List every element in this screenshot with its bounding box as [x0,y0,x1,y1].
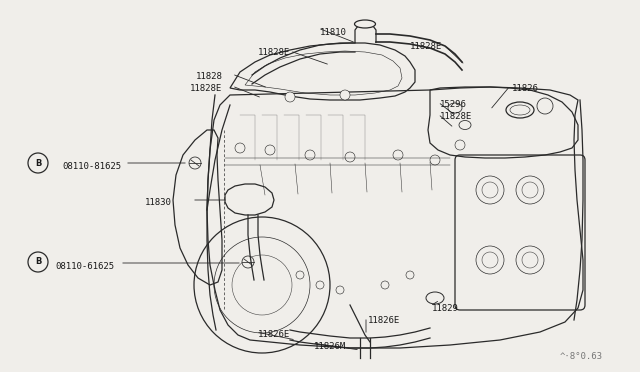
Text: 11829: 11829 [432,304,459,313]
Circle shape [305,150,315,160]
Circle shape [340,90,350,100]
Text: 11826: 11826 [512,84,539,93]
Circle shape [265,145,275,155]
Text: 08110-81625: 08110-81625 [62,162,121,171]
Text: 11828E: 11828E [440,112,472,121]
Text: 08110-61625: 08110-61625 [55,262,114,271]
Text: B: B [35,158,41,167]
Circle shape [296,271,304,279]
Text: 11826E: 11826E [368,316,400,325]
Ellipse shape [426,292,444,304]
Circle shape [316,281,324,289]
Circle shape [406,271,414,279]
Text: ^·8°0.63: ^·8°0.63 [560,352,603,361]
Circle shape [393,150,403,160]
Circle shape [189,157,201,169]
Circle shape [537,98,553,114]
Ellipse shape [355,20,376,28]
Text: 11828E: 11828E [190,84,222,93]
Circle shape [345,152,355,162]
Text: 11830: 11830 [145,198,172,207]
Text: 11828E: 11828E [410,42,442,51]
Text: 11826E: 11826E [258,330,291,339]
Ellipse shape [506,102,534,118]
Circle shape [336,286,344,294]
Circle shape [430,155,440,165]
Circle shape [285,92,295,102]
Ellipse shape [448,103,462,113]
Circle shape [235,143,245,153]
Ellipse shape [459,121,471,129]
Circle shape [381,281,389,289]
Text: 11828: 11828 [196,72,223,81]
Circle shape [455,140,465,150]
Text: 11810: 11810 [320,28,347,37]
Text: 11826M: 11826M [314,342,346,351]
Text: 11828E: 11828E [258,48,291,57]
Text: 15296: 15296 [440,100,467,109]
Text: B: B [35,257,41,266]
Circle shape [242,256,254,268]
